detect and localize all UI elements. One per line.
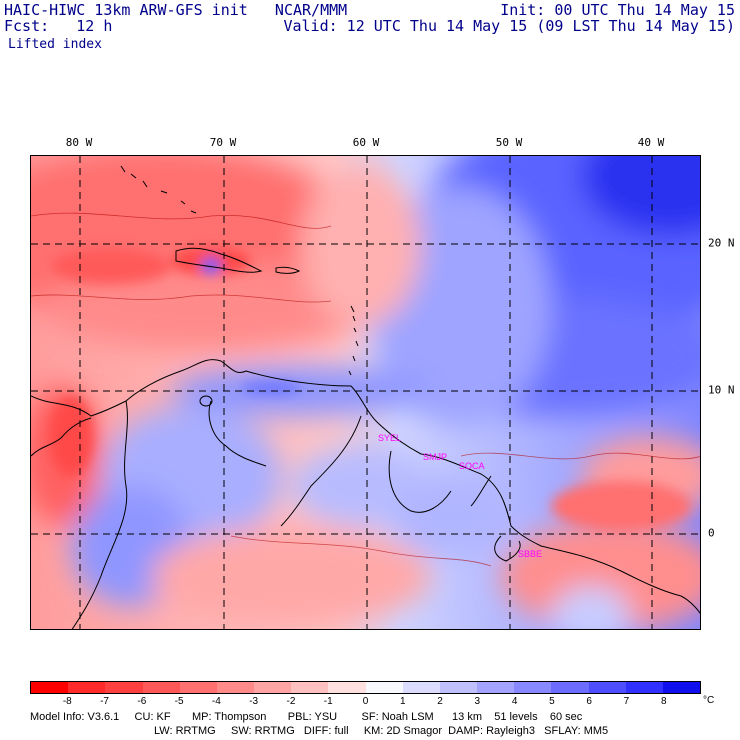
lat-label-20n: 20 N xyxy=(708,236,735,250)
field-shading xyxy=(31,156,700,629)
colorbar-tick-label: 0 xyxy=(362,696,369,707)
colorbar-segment xyxy=(328,682,366,693)
model-title: HAIC-HIWC 13km ARW-GFS init NCAR/MMM xyxy=(4,1,348,19)
lon-label-80w: 80 W xyxy=(65,136,93,149)
field-detail xyxy=(49,247,691,531)
colorbar-segment xyxy=(402,682,440,693)
colorbar-tick-label: 5 xyxy=(549,696,555,707)
forecast-hour: Fcst: 12 h xyxy=(4,17,113,35)
lifted-index-map: SYEL SMJP SOCA SBBE xyxy=(30,155,701,630)
colorbar-tick-label: -5 xyxy=(174,696,184,707)
colorbar-segment xyxy=(31,682,69,693)
colorbar-tick-label: -3 xyxy=(249,696,259,707)
colorbar-segment xyxy=(254,682,292,693)
map-svg: SYEL SMJP SOCA SBBE xyxy=(31,156,700,629)
model-info-line1: Model Info: V3.6.1 CU: KF MP: Thompson P… xyxy=(30,711,583,723)
colorbar-segment xyxy=(477,682,515,693)
lon-label-50w: 50 W xyxy=(495,136,523,149)
colorbar-tick-label: 4 xyxy=(511,696,518,707)
colorbar-tick-label: -6 xyxy=(137,696,147,707)
colorbar-segment xyxy=(365,682,403,693)
lat-label-0: 0 xyxy=(708,526,715,540)
colorbar-tick-label: -7 xyxy=(100,696,109,707)
colorbar-labels: -8 -7 -6 -5 -4 -3 -2 -1 0 1 2 3 4 5 6 7 8 xyxy=(30,696,701,708)
colorbar-segment xyxy=(291,682,329,693)
init-time: Init: 00 UTC Thu 14 May 15 xyxy=(500,1,735,19)
contour-lines xyxy=(31,212,700,567)
colorbar-segment xyxy=(142,682,180,693)
station-syel: SYEL xyxy=(378,433,401,443)
colorbar-segment xyxy=(551,682,589,693)
colorbar-segment xyxy=(439,682,478,693)
colorbar-segment xyxy=(588,682,626,693)
model-info-line2: LW: RRTMG SW: RRTMG DIFF: full KM: 2D Sm… xyxy=(154,725,609,737)
lat-label-10n: 10 N xyxy=(708,383,735,397)
station-sbbe: SBBE xyxy=(518,549,542,559)
colorbar-tick-label: -2 xyxy=(286,696,296,707)
colorbar-tick-label: 6 xyxy=(586,696,592,707)
colorbar-unit: °C xyxy=(703,695,715,706)
lat-lon-grid xyxy=(31,156,700,629)
lon-label-60w: 60 W xyxy=(352,136,380,149)
lon-label-40w: 40 W xyxy=(637,136,665,149)
colorbar-segment xyxy=(625,682,663,693)
colorbar-tick-label: -8 xyxy=(62,696,72,707)
colorbar-segment xyxy=(216,682,255,693)
colorbar-tick-label: 1 xyxy=(399,696,406,707)
colorbar xyxy=(30,681,701,694)
colorbar-tick-label: 2 xyxy=(437,696,443,707)
lon-label-70w: 70 W xyxy=(209,136,237,149)
coastlines xyxy=(31,165,700,629)
colorbar-segment xyxy=(105,682,143,693)
colorbar-segment xyxy=(68,682,106,693)
stations: SYEL SMJP SOCA SBBE xyxy=(378,433,542,559)
colorbar-tick-label: -4 xyxy=(211,696,221,707)
colorbar-segment xyxy=(514,682,552,693)
colorbar-tick-label: 3 xyxy=(474,696,481,707)
colorbar-tick-label: 7 xyxy=(623,696,630,707)
field-name: Lifted index xyxy=(8,37,102,52)
colorbar-tick-label: -1 xyxy=(323,696,333,707)
colorbar-segment xyxy=(179,682,217,693)
colorbar-segment xyxy=(662,682,701,693)
colorbar-tick-label: 8 xyxy=(660,696,667,707)
station-soca: SOCA xyxy=(459,461,485,471)
valid-time: Valid: 12 UTC Thu 14 May 15 (09 LST Thu … xyxy=(283,17,735,35)
station-smjp: SMJP xyxy=(423,452,447,462)
